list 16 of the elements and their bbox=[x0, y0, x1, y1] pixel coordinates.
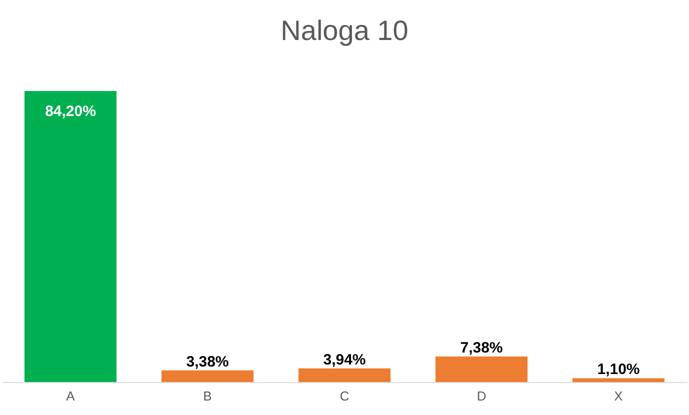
data-label: 7,38% bbox=[460, 339, 503, 356]
x-tick-label: C bbox=[340, 388, 350, 404]
data-label: 84,20% bbox=[45, 103, 96, 120]
bar bbox=[572, 378, 664, 382]
bar bbox=[162, 370, 254, 382]
chart-title: Naloga 10 bbox=[280, 15, 408, 46]
data-label: 1,10% bbox=[597, 361, 640, 378]
bar bbox=[436, 356, 528, 382]
data-label: 3,38% bbox=[186, 353, 229, 370]
bar bbox=[298, 368, 390, 382]
x-tick-label: B bbox=[203, 388, 212, 404]
x-tick-label: A bbox=[66, 388, 76, 404]
bar bbox=[24, 91, 116, 382]
data-label: 3,94% bbox=[323, 351, 366, 368]
x-tick-label: D bbox=[476, 388, 486, 404]
x-tick-label: X bbox=[614, 388, 624, 404]
